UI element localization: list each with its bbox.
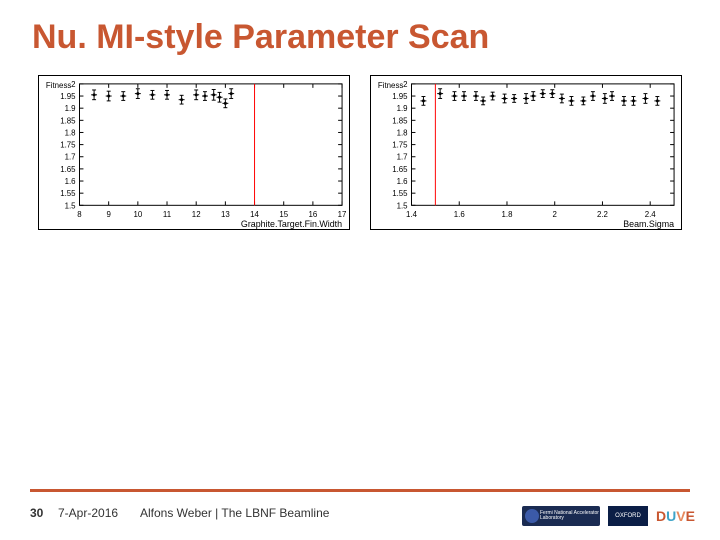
svg-text:11: 11	[163, 210, 171, 219]
svg-text:2: 2	[71, 80, 75, 89]
dune-v: V	[676, 508, 685, 524]
svg-text:1.65: 1.65	[60, 165, 76, 174]
svg-text:1.8: 1.8	[501, 210, 513, 219]
svg-text:2.4: 2.4	[645, 210, 657, 219]
svg-text:Fitness: Fitness	[46, 81, 71, 90]
dune-u: U	[666, 508, 676, 524]
svg-text:2: 2	[403, 80, 407, 89]
dune-d: D	[656, 508, 666, 524]
slide-title: Nu. MI-style Parameter Scan	[32, 18, 489, 57]
svg-text:Fitness: Fitness	[378, 81, 403, 90]
svg-text:1.5: 1.5	[65, 201, 77, 210]
svg-text:13: 13	[221, 210, 230, 219]
svg-text:15: 15	[279, 210, 288, 219]
svg-text:1.5: 1.5	[397, 201, 409, 210]
svg-text:1.55: 1.55	[60, 189, 76, 198]
svg-text:17: 17	[338, 210, 347, 219]
svg-text:10: 10	[133, 210, 142, 219]
svg-text:1.8: 1.8	[397, 128, 409, 137]
chart-left: 1.5 1.55 1.6 1.65 1.7 1.75 1.8 1.85 1.9 1.95 2 8 9 10…	[38, 75, 350, 230]
svg-text:1.9: 1.9	[397, 104, 408, 113]
svg-text:1.55: 1.55	[392, 189, 408, 198]
svg-text:1.7: 1.7	[397, 153, 408, 162]
svg-text:14: 14	[250, 210, 259, 219]
svg-text:1.4: 1.4	[406, 210, 418, 219]
svg-text:12: 12	[192, 210, 201, 219]
svg-text:1.95: 1.95	[60, 92, 76, 101]
svg-text:1.95: 1.95	[392, 92, 408, 101]
svg-text:8: 8	[77, 210, 82, 219]
dune-logo: DUVE	[656, 506, 696, 526]
svg-text:1.7: 1.7	[65, 153, 76, 162]
svg-text:1.6: 1.6	[397, 177, 409, 186]
svg-text:1.75: 1.75	[392, 141, 408, 150]
svg-text:1.65: 1.65	[392, 165, 408, 174]
svg-text:2: 2	[553, 210, 557, 219]
oxford-logo: OXFORD	[608, 506, 648, 526]
svg-text:16: 16	[309, 210, 318, 219]
svg-text:1.85: 1.85	[60, 116, 76, 125]
dune-e: E	[686, 508, 695, 524]
svg-text:1.8: 1.8	[65, 128, 77, 137]
svg-text:1.9: 1.9	[65, 104, 76, 113]
slide-author: Alfons Weber | The LBNF Beamline	[140, 506, 329, 520]
svg-text:9: 9	[106, 210, 110, 219]
svg-text:1.6: 1.6	[454, 210, 466, 219]
svg-text:1.75: 1.75	[60, 141, 76, 150]
chart-right: 1.5 1.55 1.6 1.65 1.7 1.75 1.8 1.85 1.9 1.95 2 1.4 1…	[370, 75, 682, 230]
logo-strip: Fermi National Accelerator Laboratory OX…	[522, 506, 696, 526]
footer-accent-line	[30, 489, 690, 492]
fermilab-logo: Fermi National Accelerator Laboratory	[522, 506, 600, 526]
svg-text:2.2: 2.2	[597, 210, 608, 219]
slide-date: 7-Apr-2016	[58, 506, 118, 520]
fermilab-logo-text: Fermi National Accelerator Laboratory	[540, 511, 600, 521]
page-number: 30	[30, 506, 43, 520]
svg-text:Graphite.Target.Fin.Width: Graphite.Target.Fin.Width	[241, 219, 342, 229]
svg-text:Beam.Sigma: Beam.Sigma	[623, 219, 674, 229]
svg-text:1.85: 1.85	[392, 116, 408, 125]
svg-text:1.6: 1.6	[65, 177, 77, 186]
